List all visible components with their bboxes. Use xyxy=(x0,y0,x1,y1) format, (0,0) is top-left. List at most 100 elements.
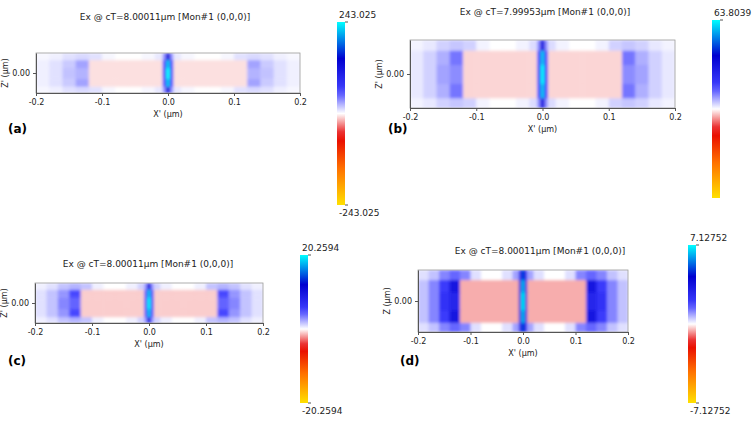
heatmap-cell xyxy=(596,40,610,51)
heatmap-cell xyxy=(102,53,116,60)
plot-area xyxy=(36,53,300,93)
heatmap-cell xyxy=(240,309,252,318)
heatmap-cell xyxy=(81,317,93,323)
heatmap-cell xyxy=(195,297,207,309)
heatmap-cell xyxy=(609,98,623,108)
heatmap-cell xyxy=(274,53,288,60)
heatmap-cell xyxy=(662,84,675,99)
heatmap-cell xyxy=(35,309,47,318)
panel: -0.2-0.10.00.10.20.00Ex @ cT=8.00011µm [… xyxy=(383,233,730,416)
heatmap xyxy=(418,270,628,332)
plot-background xyxy=(36,53,300,93)
panel: -0.2-0.10.00.10.20.00Ex @ cT=8.00011µm [… xyxy=(1,10,379,218)
tick-label: -0.2 xyxy=(403,113,419,122)
heatmap-cell xyxy=(138,317,145,323)
colorbar-tick xyxy=(720,20,723,21)
heatmap-cell xyxy=(544,50,548,65)
heatmap-cell xyxy=(418,310,429,323)
heatmap-cell xyxy=(163,53,167,60)
heatmap-cell xyxy=(62,60,76,69)
heatmap-cell xyxy=(252,289,263,298)
heatmap-cell xyxy=(460,322,471,332)
heatmap-cell xyxy=(471,322,482,332)
heatmap-cell xyxy=(69,283,81,290)
tick-label: 0.1 xyxy=(200,328,213,337)
heatmap-cell xyxy=(163,60,167,69)
heatmap-cell xyxy=(92,317,104,323)
heatmap-cell xyxy=(529,84,537,99)
heatmap-cell xyxy=(46,297,58,309)
heatmap-cell xyxy=(115,289,127,298)
heatmap-cell xyxy=(544,280,555,293)
heatmap-cell xyxy=(170,68,174,79)
heatmap-cell xyxy=(471,270,482,280)
heatmap-cell xyxy=(89,60,103,69)
heatmap-cell xyxy=(450,270,461,280)
heatmap-cell xyxy=(247,78,261,87)
heatmap-cell xyxy=(69,297,81,309)
heatmap-cell xyxy=(463,84,477,99)
heatmap-cell xyxy=(569,50,583,65)
heatmap-cell xyxy=(46,309,58,318)
heatmap-cell xyxy=(49,86,63,93)
heatmap-cell xyxy=(586,280,597,293)
heatmap-cell xyxy=(541,98,545,108)
heatmap-cell xyxy=(534,270,545,280)
heatmap-cell xyxy=(229,317,241,323)
tick-label: 0.2 xyxy=(294,98,307,107)
heatmap-cell xyxy=(172,317,184,323)
heatmap-cell xyxy=(481,322,492,332)
heatmap-cell xyxy=(287,86,300,93)
heatmap-cell xyxy=(76,53,90,60)
heatmap-cell xyxy=(555,310,566,323)
tick: 0.0 xyxy=(537,108,550,122)
heatmap-cell xyxy=(521,280,525,293)
heatmap-cell xyxy=(160,297,172,309)
tick-mark xyxy=(415,301,418,302)
heatmap-cell xyxy=(163,68,167,79)
x-axis-title: X' (µm) xyxy=(508,349,537,358)
heatmap-cell xyxy=(521,310,525,323)
tick: 0.0 xyxy=(517,332,530,346)
y-axis-title: Z' (µm) xyxy=(0,288,9,317)
x-axis-title: X' (µm) xyxy=(528,125,557,134)
heatmap-cell xyxy=(534,310,545,323)
colorbar: 7.12752-7.12752 xyxy=(688,233,730,416)
heatmap-cell xyxy=(103,309,115,318)
heatmap-cell xyxy=(527,322,534,332)
heatmap-cell xyxy=(544,292,555,311)
heatmap-cell xyxy=(115,317,127,323)
heatmap-cell xyxy=(155,53,163,60)
heatmap-cell xyxy=(217,289,229,298)
colorbar: 20.2594-20.2594 xyxy=(300,243,343,416)
heatmap-cell xyxy=(437,64,451,84)
heatmap-cell xyxy=(565,270,576,280)
heatmap-cell xyxy=(460,280,471,293)
heatmap-cell xyxy=(76,86,90,93)
heatmap-cell xyxy=(160,289,172,298)
colorbar-gradient xyxy=(300,255,308,403)
heatmap-cell xyxy=(166,53,170,60)
y-axis: 0.00 xyxy=(386,41,410,109)
heatmap-cell xyxy=(565,322,576,332)
heatmap-cell xyxy=(618,322,629,332)
heatmap-cell xyxy=(247,60,261,69)
heatmap-cell xyxy=(437,84,451,99)
tick-label: 0.2 xyxy=(669,113,682,122)
heatmap-cell xyxy=(450,40,464,51)
tick-mark xyxy=(675,108,676,111)
heatmap-cell xyxy=(582,84,596,99)
heatmap-cell xyxy=(607,280,618,293)
heatmap-cell xyxy=(410,98,424,108)
heatmap-cell xyxy=(46,317,58,323)
tick: -0.2 xyxy=(28,323,44,337)
heatmap-cell xyxy=(622,98,636,108)
heatmap-cell xyxy=(115,297,127,309)
heatmap-cell xyxy=(49,53,63,60)
heatmap-cell xyxy=(252,297,263,309)
heatmap-cell xyxy=(58,317,70,323)
heatmap-cell xyxy=(618,310,629,323)
tick-mark xyxy=(234,93,235,96)
heatmap-cell xyxy=(138,297,145,309)
heatmap-cell xyxy=(418,270,429,280)
